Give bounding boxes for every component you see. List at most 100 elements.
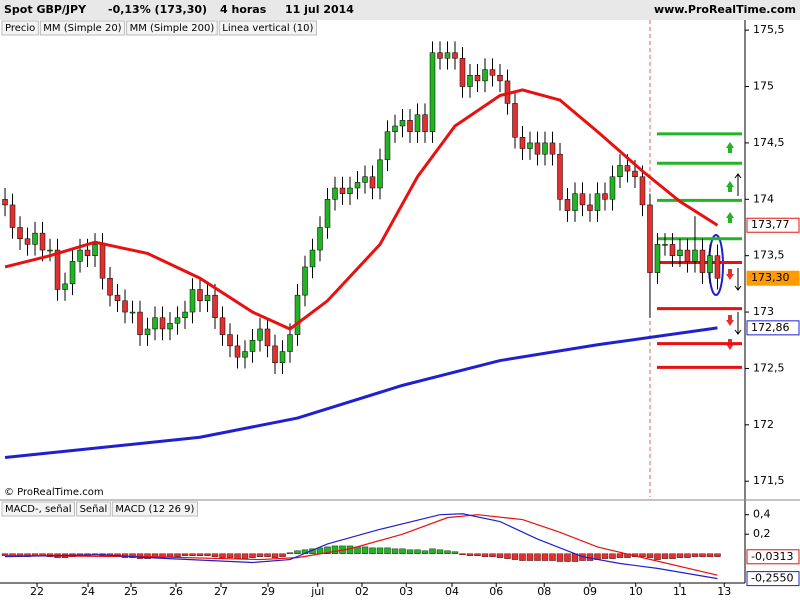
candle-body — [624, 165, 631, 172]
candle-body — [302, 266, 308, 296]
last-value-label: 173,77 — [751, 218, 790, 231]
histogram-bar — [399, 548, 406, 554]
candle-body — [677, 249, 683, 256]
candle-body — [414, 114, 421, 132]
candle-body — [92, 244, 98, 256]
candle-body — [647, 204, 653, 273]
histogram-bar — [324, 546, 331, 554]
date: 11 jul 2014 — [285, 3, 354, 16]
y-tick-label: 171,5 — [753, 474, 785, 487]
candle-body — [287, 334, 293, 352]
x-tick-label: 04 — [445, 585, 459, 598]
candle-body — [47, 249, 53, 252]
histogram-bar — [459, 553, 466, 555]
candle-body — [54, 249, 61, 290]
candle-body — [377, 159, 383, 189]
y-tick-label: 175 — [753, 80, 774, 93]
histogram-bar — [196, 553, 204, 556]
histogram-bar — [166, 553, 174, 557]
candle-body — [459, 58, 466, 87]
histogram-bar — [361, 546, 369, 554]
timeframe: 4 horas — [220, 3, 267, 16]
candle-body — [699, 249, 706, 273]
last-value-label: -0,0313 — [751, 550, 793, 563]
histogram-bar — [129, 553, 136, 558]
candle-body — [189, 289, 196, 313]
candle-body — [324, 199, 331, 228]
candle-body — [137, 311, 143, 335]
copyright: © ProRealTime.com — [4, 487, 104, 498]
candle-body — [392, 125, 398, 132]
y-tick-label: 174 — [753, 192, 774, 205]
candle-body — [257, 328, 263, 341]
histogram-bar — [279, 553, 286, 557]
histogram-bar — [496, 553, 504, 558]
histogram-bar — [474, 553, 481, 556]
x-tick-label: 03 — [399, 585, 413, 598]
candle-body — [197, 289, 203, 302]
histogram-bar — [526, 553, 534, 561]
chart-title: Spot GBP/JPY — [4, 3, 87, 16]
candle-body — [212, 294, 218, 318]
legend-box — [1, 20, 39, 36]
histogram-bar — [684, 553, 691, 558]
x-tick-label: 09 — [583, 585, 597, 598]
histogram-bar — [489, 553, 496, 557]
y-tick-label: 173 — [753, 305, 774, 318]
candle-body — [317, 227, 323, 251]
candle-body — [632, 170, 638, 177]
y-tick-label: 0,4 — [753, 508, 771, 521]
histogram-bar — [714, 553, 721, 557]
candle-body — [669, 244, 676, 256]
histogram-bar — [481, 553, 489, 557]
histogram-bar — [189, 553, 196, 556]
candle-body — [497, 75, 503, 82]
candle-body — [549, 142, 556, 155]
candle-body — [707, 255, 713, 273]
candle-body — [159, 317, 166, 330]
candle-body — [639, 176, 646, 206]
histogram-bar — [654, 553, 661, 560]
candle-body — [152, 317, 158, 330]
legend-entry: Linea vertical (10) — [222, 23, 313, 34]
histogram-bar — [699, 553, 706, 557]
candle-body — [407, 120, 413, 132]
histogram-bar — [241, 553, 249, 559]
histogram-bar — [376, 547, 384, 554]
histogram-bar — [391, 548, 399, 554]
histogram-bar — [556, 553, 564, 562]
candle-body — [122, 300, 128, 313]
histogram-bar — [616, 553, 624, 558]
source: www.ProRealTime.com — [654, 3, 796, 16]
x-tick-label: 10 — [629, 585, 643, 598]
histogram-bar — [316, 547, 324, 554]
histogram-bar — [646, 553, 654, 558]
candle-body — [332, 187, 338, 200]
x-tick-label: 06 — [489, 585, 503, 598]
last-value-label: 172,86 — [751, 321, 790, 334]
candle-body — [129, 311, 136, 314]
candle-body — [399, 120, 406, 127]
candle-body — [564, 199, 571, 211]
histogram-bar — [429, 548, 436, 554]
candle-body — [219, 317, 226, 335]
histogram-bar — [466, 553, 474, 556]
last-value-box — [746, 549, 800, 565]
last-value-box — [746, 217, 800, 233]
candle-body — [519, 137, 526, 149]
candle-body — [369, 176, 376, 189]
histogram-bar — [691, 553, 699, 557]
last-value-label: 173,30 — [751, 271, 790, 284]
x-tick-label: 27 — [214, 585, 228, 598]
legend-box — [218, 20, 317, 36]
candle-body — [714, 255, 721, 279]
candle-body — [99, 244, 106, 279]
moving-average — [4, 88, 719, 331]
candle-body — [684, 249, 691, 262]
histogram-bar — [549, 553, 556, 561]
histogram-bar — [331, 545, 339, 554]
histogram-bar — [346, 545, 354, 554]
candle-body — [227, 334, 233, 347]
legend-entry: MACD-, señal — [5, 504, 72, 515]
candle-body — [32, 232, 38, 245]
